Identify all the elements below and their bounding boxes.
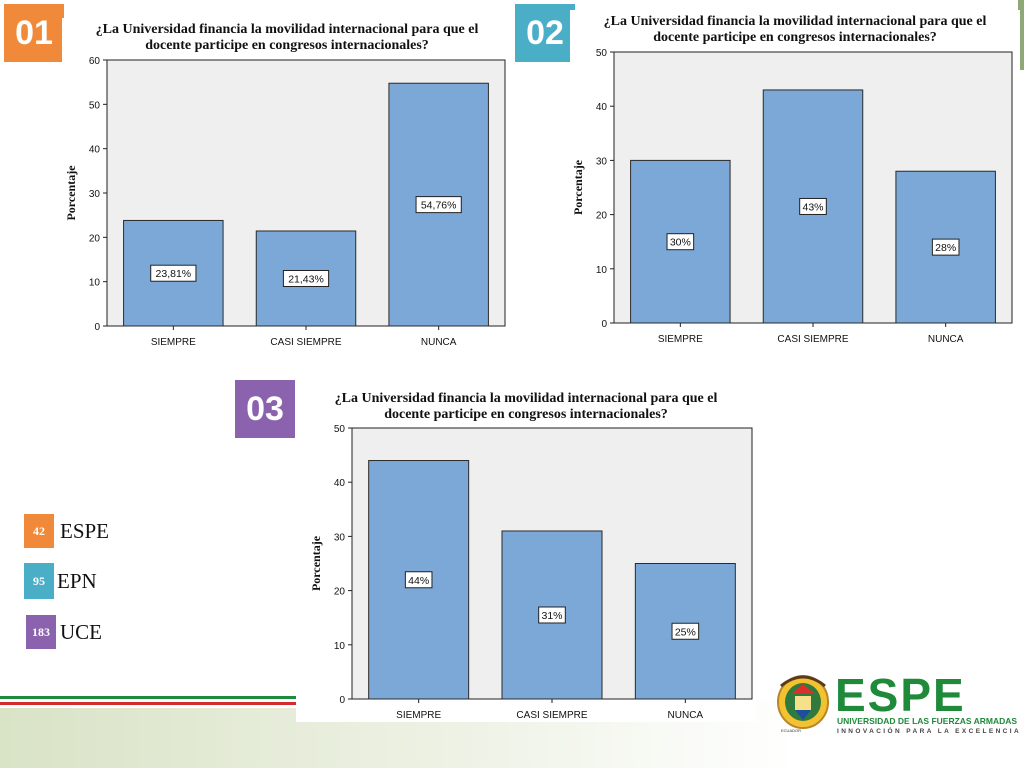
- chart-svg: 0 10 20 30 40 50 Porcentaje SIEMPRE 30% CASI SIEM…: [571, 48, 1013, 345]
- data-label: 54,76%: [421, 200, 457, 212]
- legend-count-badge: 183: [26, 615, 56, 649]
- data-label: 31%: [541, 610, 562, 622]
- chart-title-line-2: docente participe en congresos internaci…: [653, 30, 937, 45]
- chart-svg: 0 10 20 30 40 50 Porcentaje SIEMPRE 44% CASI SIEM…: [309, 424, 753, 721]
- y-tick-label: 40: [89, 145, 101, 156]
- espe-logo: ECUADOR ESPE UNIVERSIDAD DE LAS FUERZAS …: [775, 669, 1019, 742]
- y-tick-label: 20: [89, 233, 101, 244]
- bar-chart-02: ¿La Universidad financia la movilidad in…: [570, 10, 1020, 350]
- seal-caption: ECUADOR: [781, 728, 802, 733]
- legend-item-espe: 42 ESPE: [24, 514, 109, 548]
- data-label-box: [931, 238, 960, 256]
- data-label: 44%: [408, 575, 429, 587]
- y-tick-label: 20: [596, 211, 608, 222]
- x-tick-label: CASI SIEMPRE: [516, 710, 587, 721]
- y-axis-label: Porcentaje: [309, 535, 323, 591]
- y-tick-label: 10: [334, 641, 346, 652]
- y-tick-label: 40: [596, 102, 608, 113]
- y-tick-label: 0: [601, 319, 607, 330]
- legend-item-epn: 95 EPN: [24, 563, 97, 599]
- data-label-box: [150, 264, 197, 282]
- corner-accent: [1018, 0, 1024, 70]
- bar-chart-03: ¿La Universidad financia la movilidad in…: [296, 386, 756, 722]
- y-tick-label: 50: [596, 48, 608, 59]
- legend-count-badge: 42: [24, 514, 54, 548]
- y-tick-label: 50: [89, 100, 101, 111]
- x-tick-label: SIEMPRE: [396, 710, 441, 721]
- data-label: 21,43%: [288, 273, 324, 285]
- y-tick-label: 30: [334, 532, 346, 543]
- y-tick-label: 0: [339, 695, 345, 706]
- y-axis-label: Porcentaje: [64, 165, 78, 221]
- data-label: 43%: [802, 201, 823, 213]
- flag-stripes: [0, 696, 296, 708]
- y-tick-label: 30: [596, 156, 608, 167]
- y-tick-label: 20: [334, 587, 346, 598]
- chart-title-line-1: ¿La Universidad financia la movilidad in…: [334, 391, 718, 406]
- data-label-box: [666, 233, 695, 251]
- chart-number-tag-01: 01: [4, 4, 64, 62]
- y-tick-label: 10: [89, 278, 101, 289]
- data-label-box: [415, 196, 462, 214]
- x-tick-label: NUNCA: [421, 337, 457, 348]
- legend-label: UCE: [60, 619, 102, 644]
- data-label: 30%: [670, 237, 691, 249]
- chart-svg: 0 10 20 30 40 50 60 Porcentaje SIEMPRE 23,81% CASI…: [64, 56, 506, 348]
- logo-tagline: INNOVACIÓN PARA LA EXCELENCIA: [837, 728, 1022, 735]
- x-tick-label: SIEMPRE: [151, 337, 196, 348]
- data-label-box: [799, 197, 827, 215]
- data-label-box: [538, 606, 566, 624]
- chart-title-line-1: ¿La Universidad financia la movilidad in…: [603, 14, 987, 29]
- y-tick-label: 40: [334, 478, 346, 489]
- y-tick-label: 60: [89, 56, 101, 67]
- logo-subtitle: UNIVERSIDAD DE LAS FUERZAS ARMADAS: [837, 716, 1018, 726]
- data-label-box: [404, 571, 433, 589]
- legend-label: EPN: [57, 568, 97, 593]
- legend-item-uce: 183 UCE: [24, 615, 102, 649]
- y-tick-label: 50: [334, 424, 346, 435]
- y-tick-label: 10: [596, 265, 608, 276]
- x-tick-label: CASI SIEMPRE: [270, 337, 341, 348]
- data-label: 28%: [935, 242, 956, 254]
- y-axis-label: Porcentaje: [571, 159, 585, 215]
- bar-chart-01: ¿La Universidad financia la movilidad in…: [62, 18, 512, 350]
- chart-number-tag-03: 03: [235, 380, 295, 438]
- data-label: 23,81%: [156, 268, 192, 280]
- x-tick-label: CASI SIEMPRE: [777, 334, 848, 345]
- x-tick-label: NUNCA: [928, 334, 964, 345]
- y-tick-label: 0: [94, 322, 100, 333]
- logo-wordmark: ESPE: [835, 669, 966, 721]
- x-tick-label: NUNCA: [668, 710, 704, 721]
- university-seal-icon: [777, 675, 829, 729]
- chart-number-tag-02: 02: [515, 4, 575, 62]
- data-label-box: [671, 622, 700, 640]
- y-tick-label: 30: [89, 189, 101, 200]
- data-label-box: [282, 269, 330, 287]
- legend-count-badge: 95: [24, 563, 54, 599]
- data-label: 25%: [675, 626, 696, 638]
- chart-title-line-2: docente participe en congresos internaci…: [384, 407, 668, 422]
- chart-title-line-1: ¿La Universidad financia la movilidad in…: [95, 22, 479, 37]
- x-tick-label: SIEMPRE: [658, 334, 703, 345]
- chart-title-line-2: docente participe en congresos internaci…: [145, 38, 429, 53]
- legend-label: ESPE: [60, 518, 110, 543]
